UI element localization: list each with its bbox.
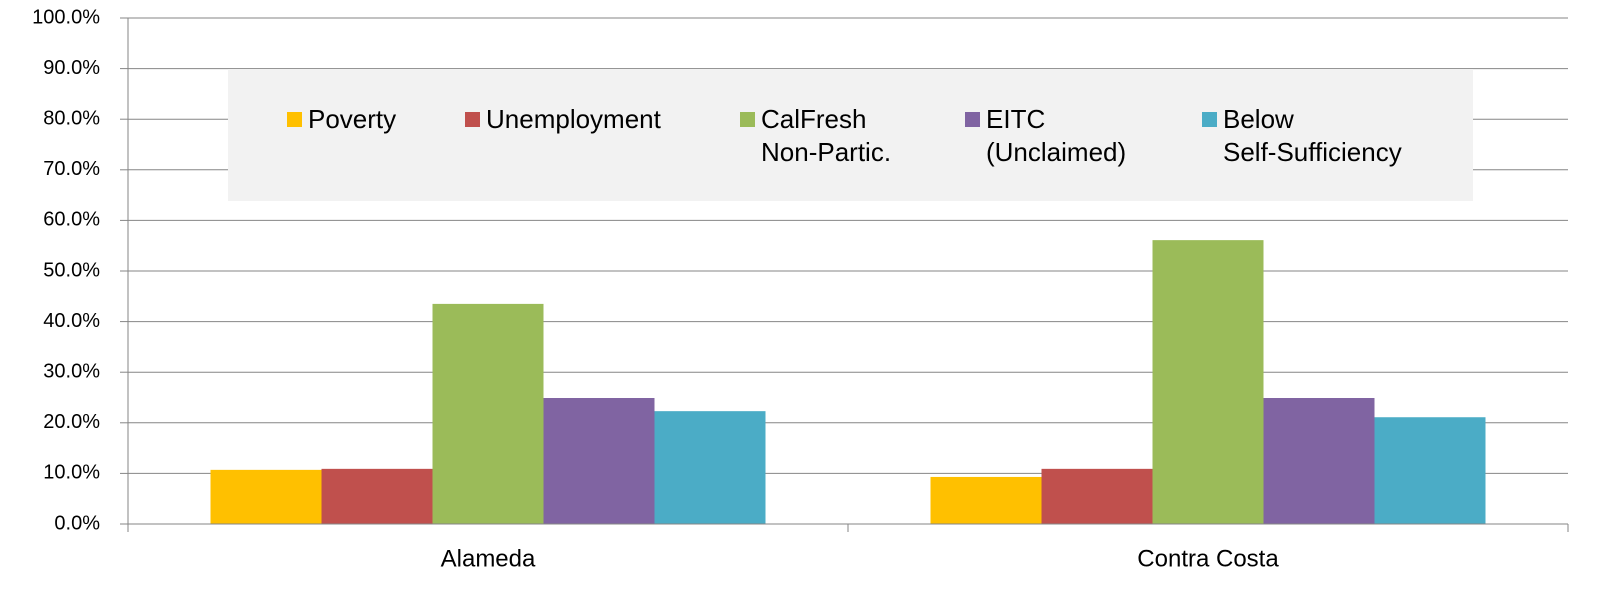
legend-swatch	[740, 112, 755, 127]
legend: Poverty Unemployment CalFresh Non-Partic. E…	[228, 69, 1473, 201]
bar	[1152, 240, 1264, 524]
y-tick-label: 80.0%	[43, 107, 100, 129]
legend-swatch	[287, 112, 302, 127]
legend-label: Unemployment	[486, 104, 661, 134]
bar	[321, 468, 433, 524]
y-tick-label: 30.0%	[43, 360, 100, 382]
y-tick-label: 70.0%	[43, 158, 100, 180]
bar	[210, 469, 322, 524]
y-tick-label: 90.0%	[43, 57, 100, 79]
legend-label: CalFresh Non-Partic.	[761, 104, 892, 167]
y-tick-label: 100.0%	[32, 6, 100, 28]
bar	[1041, 468, 1153, 524]
legend-label: Poverty	[308, 104, 397, 134]
x-tick-label: Alameda	[441, 545, 536, 572]
bar	[543, 398, 655, 524]
bar	[1374, 417, 1486, 524]
y-tick-label: 0.0%	[54, 512, 100, 534]
y-tick-label: 10.0%	[43, 462, 100, 484]
y-tick-label: 50.0%	[43, 259, 100, 281]
legend-swatch	[965, 112, 980, 127]
y-tick-label: 60.0%	[43, 209, 100, 231]
legend-label: EITC (Unclaimed)	[986, 104, 1127, 167]
y-tick-label: 40.0%	[43, 310, 100, 332]
legend-swatch	[1202, 112, 1217, 127]
x-tick-label: Contra Costa	[1137, 545, 1279, 572]
bar	[1263, 398, 1375, 524]
y-tick-label: 20.0%	[43, 411, 100, 433]
legend-swatch	[465, 112, 480, 127]
bar	[432, 303, 544, 524]
bar	[930, 476, 1042, 524]
legend-label: Below Self-Sufficiency	[1223, 104, 1402, 167]
bar	[654, 411, 766, 524]
